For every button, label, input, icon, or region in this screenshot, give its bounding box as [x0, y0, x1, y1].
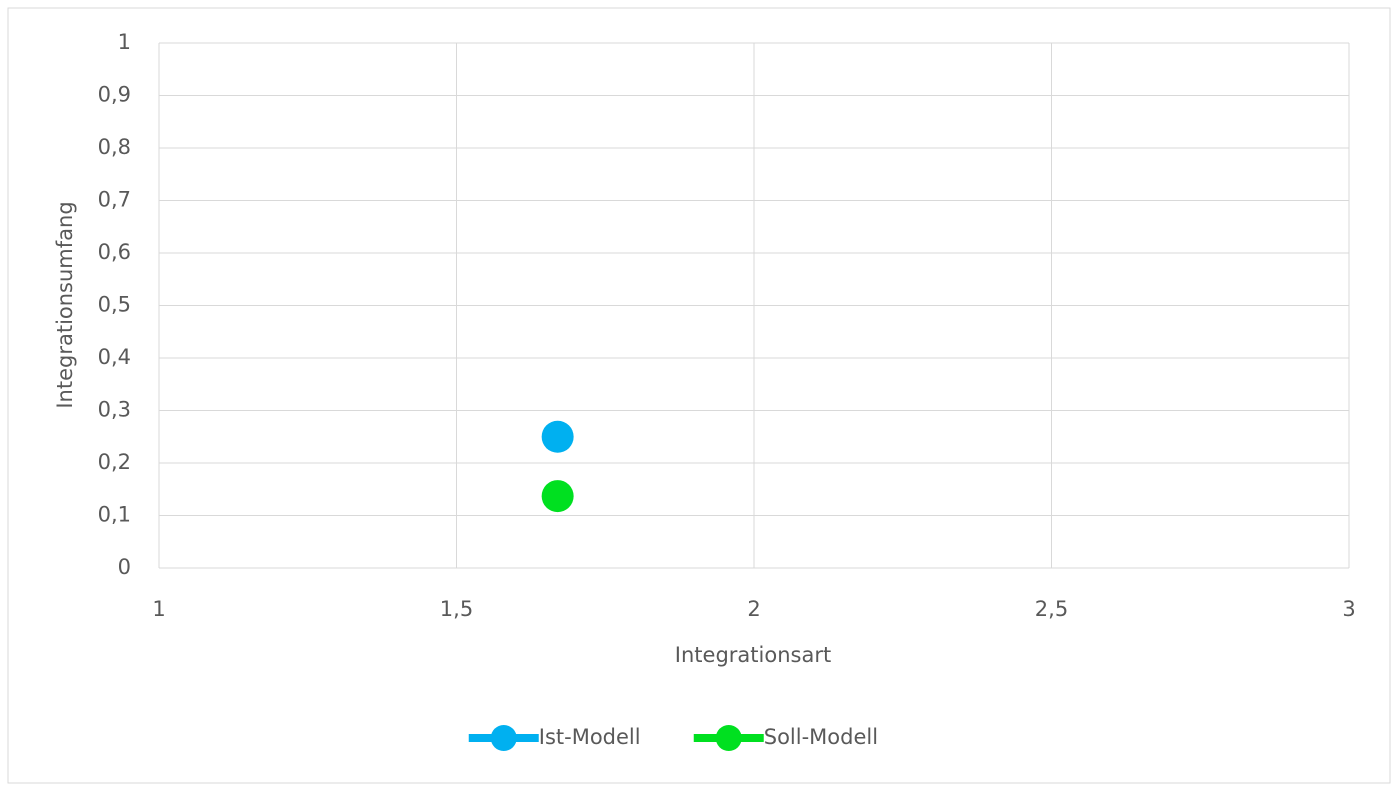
x-tick-label: 3	[1342, 597, 1355, 621]
y-tick-label: 0,6	[98, 240, 131, 264]
y-tick-label: 1	[118, 30, 131, 54]
data-point	[541, 420, 574, 453]
y-tick-label: 0,5	[98, 293, 131, 317]
y-tick-label: 0,2	[98, 450, 131, 474]
data-point	[541, 480, 574, 513]
chart-border	[7, 7, 1391, 784]
legend-marker	[715, 725, 742, 751]
y-tick-label: 0,8	[98, 135, 131, 159]
y-tick-label: 0,3	[98, 398, 131, 422]
x-tick-label: 1,5	[440, 597, 473, 621]
legend-label: Soll-Modell	[764, 725, 878, 749]
x-tick-label: 2	[747, 597, 760, 621]
y-tick-label: 0	[118, 555, 131, 579]
y-tick-label: 0,4	[98, 345, 131, 369]
legend-label: Ist-Modell	[539, 725, 641, 749]
y-tick-label: 0,1	[98, 503, 131, 527]
y-axis-label: Integrationsumfang	[53, 201, 77, 408]
y-tick-label: 0,9	[98, 83, 131, 107]
y-tick-label: 0,7	[98, 188, 131, 212]
x-tick-label: 2,5	[1035, 597, 1068, 621]
legend-marker	[490, 725, 517, 751]
x-tick-label: 1	[152, 597, 165, 621]
x-axis-label: Integrationsart	[675, 643, 831, 667]
